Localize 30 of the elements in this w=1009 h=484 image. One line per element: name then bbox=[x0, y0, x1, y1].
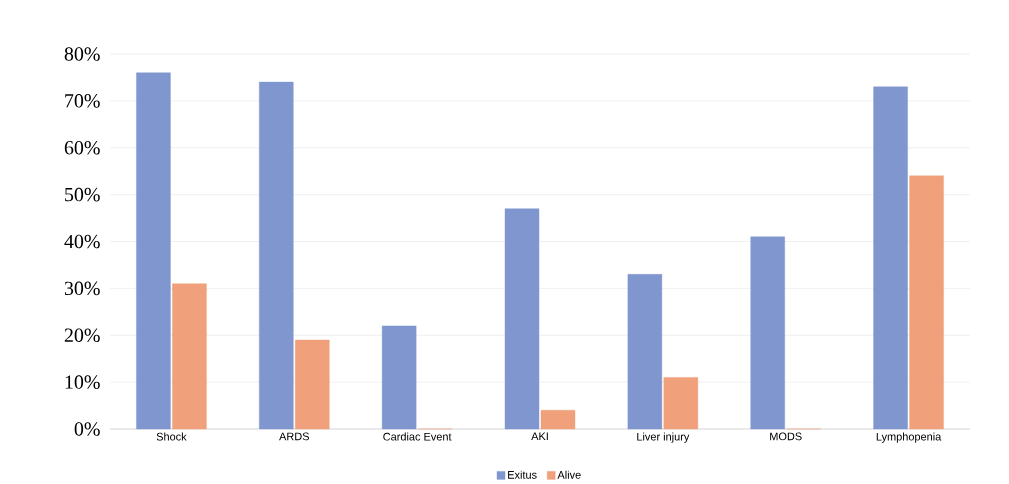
bar bbox=[381, 325, 417, 430]
bar bbox=[136, 72, 171, 430]
y-tick-label: 70% bbox=[65, 94, 100, 108]
bar bbox=[504, 208, 540, 430]
bar bbox=[295, 339, 330, 430]
bar bbox=[663, 377, 699, 430]
bar bbox=[750, 236, 785, 430]
bar bbox=[627, 274, 663, 430]
legend-label: Alive bbox=[557, 470, 581, 479]
y-tick-label: 80% bbox=[64, 47, 100, 61]
bar bbox=[259, 81, 294, 430]
x-tick-label: Cardiac Event bbox=[383, 432, 452, 441]
x-tick-label: Lymphopenia bbox=[876, 432, 942, 443]
y-tick-label: 50% bbox=[65, 187, 100, 202]
x-tick-label: AKI bbox=[531, 432, 548, 441]
y-tick-label: 30% bbox=[64, 281, 100, 296]
x-tick-label: ARDS bbox=[279, 432, 309, 441]
x-tick-label: Liver injury bbox=[637, 432, 690, 443]
y-tick-label: 60% bbox=[64, 140, 100, 155]
x-tick-label: MODS bbox=[770, 432, 802, 441]
bar bbox=[172, 283, 207, 430]
x-tick-label: Shock bbox=[156, 432, 187, 441]
y-tick-label: 40% bbox=[64, 234, 100, 249]
legend-label: Exitus bbox=[508, 470, 537, 479]
y-tick-label: 10% bbox=[65, 375, 100, 389]
y-tick-label: 0% bbox=[74, 422, 100, 436]
bar bbox=[540, 410, 576, 430]
bar bbox=[909, 175, 944, 430]
y-tick-label: 20% bbox=[64, 328, 100, 342]
bar bbox=[873, 86, 908, 430]
